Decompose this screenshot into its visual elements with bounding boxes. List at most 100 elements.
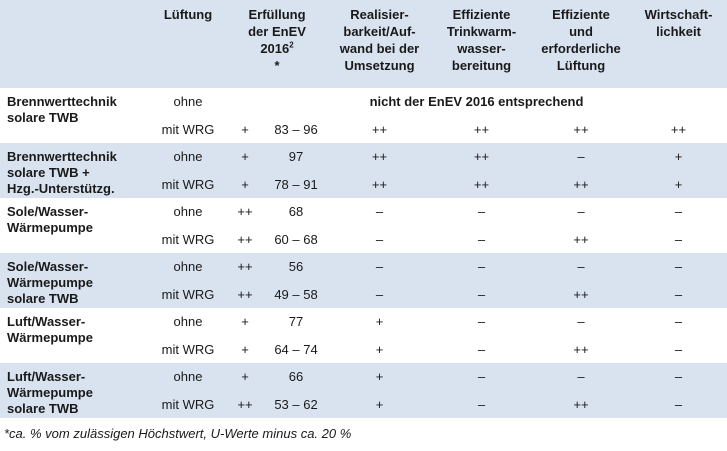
table-footnote: *ca. % vom zulässigen Höchstwert, U-Wert… [4,426,352,441]
cell-trinkwarmwasser: – [477,259,486,275]
cell-wirtschaftlichkeit: – [674,204,683,220]
system-name: Brennwerttechnik solare TWB + Hzg.-Unter… [7,149,117,196]
cell-effiziente-lueftung: – [577,259,585,275]
cell-wirtschaftlichkeit: – [674,396,683,412]
cell-effiziente-lueftung: – [577,149,585,165]
cell-lueftung: ohne [173,94,203,110]
cell-lueftung: mit WRG [161,176,215,192]
cell-erfuellung-symbol: + [241,314,249,330]
cell-trinkwarmwasser: – [477,369,486,385]
cell-lueftung: mit WRG [161,396,215,412]
cell-lueftung: mit WRG [161,231,215,247]
table-row: Luft/Wasser- Wärmepumpe ohne + 77 + – – … [0,308,727,345]
cell-erfuellung-percent: 66 [288,369,304,385]
table-row: Brennwerttechnik solare TWB + Hzg.-Unter… [0,143,727,196]
cell-erfuellung-symbol: + [241,369,249,385]
cell-trinkwarmwasser: – [477,314,486,330]
system-name: Luft/Wasser- Wärmepumpe solare TWB [7,369,93,416]
cell-effiziente-lueftung: – [577,369,585,385]
cell-erfuellung-percent: 49 – 58 [274,286,318,302]
table-row: Brennwerttechnik solare TWB ohne nicht d… [0,88,727,125]
header-wirtschaftlichkeit: Wirtschaft- lichkeit [644,7,713,39]
comparison-table: Lüftung Erfüllung der EnEV 20162 * Reali… [0,0,727,418]
cell-lueftung: mit WRG [161,121,215,137]
cell-trinkwarmwasser: – [477,231,486,247]
header-effiziente-lueftung: Effiziente und erforderliche Lüftung [541,7,621,73]
cell-erfuellung-symbol: ++ [237,396,253,412]
cell-erfuellung-percent: 53 – 62 [274,396,318,412]
cell-effiziente-lueftung: ++ [573,396,589,412]
cell-erfuellung-percent: 68 [288,204,304,220]
cell-realisierbarkeit: + [375,396,384,412]
header-realisierbarkeit: Realisier- barkeit/Auf- wand bei der Ums… [339,7,420,73]
cell-erfuellung-percent: 60 – 68 [274,231,318,247]
cell-erfuellung-symbol: + [241,176,249,192]
cell-wirtschaftlichkeit: – [674,259,683,275]
cell-note: nicht der EnEV 2016 entsprechend [369,94,584,110]
cell-lueftung: ohne [173,369,203,385]
cell-lueftung: ohne [173,314,203,330]
system-name: Luft/Wasser- Wärmepumpe [7,314,93,345]
cell-effiziente-lueftung: ++ [573,176,589,192]
system-name: Brennwerttechnik solare TWB [7,94,117,125]
table-row: mit WRG + 64 – 74 + – ++ – [0,336,727,364]
system-name: Sole/Wasser- Wärmepumpe [7,204,93,235]
cell-trinkwarmwasser: – [477,204,486,220]
system-name: Sole/Wasser- Wärmepumpe solare TWB [7,259,93,306]
cell-trinkwarmwasser: ++ [473,121,490,137]
cell-lueftung: mit WRG [161,286,215,302]
cell-erfuellung-percent: 83 – 96 [274,121,318,137]
cell-effiziente-lueftung: – [577,204,585,220]
header-erfuellung: Erfüllung der EnEV 20162 * [248,7,306,73]
cell-erfuellung-symbol: ++ [237,286,253,302]
cell-erfuellung-percent: 64 – 74 [274,341,318,357]
cell-trinkwarmwasser: ++ [473,176,490,192]
cell-trinkwarmwasser: – [477,286,486,302]
cell-erfuellung-symbol: + [241,149,249,165]
table-row: Luft/Wasser- Wärmepumpe solare TWB ohne … [0,363,727,416]
cell-trinkwarmwasser: – [477,396,486,412]
table-row: Sole/Wasser- Wärmepumpe ohne ++ 68 – – –… [0,198,727,235]
cell-realisierbarkeit: – [375,231,384,247]
cell-lueftung: ohne [173,204,203,220]
cell-realisierbarkeit: + [375,314,384,330]
header-system [0,0,150,88]
header-trinkwarmwasser: Effiziente Trinkwarm- wasser- bereitung [446,7,517,73]
cell-erfuellung-percent: 56 [288,259,304,275]
cell-wirtschaftlichkeit: ++ [670,121,687,137]
cell-wirtschaftlichkeit: + [674,149,683,165]
cell-realisierbarkeit: + [375,341,384,357]
table-row: Sole/Wasser- Wärmepumpe solare TWB ohne … [0,253,727,306]
cell-realisierbarkeit: ++ [371,149,388,165]
table-row: mit WRG + 83 – 96 ++ ++ ++ ++ [0,116,727,144]
cell-erfuellung-symbol: ++ [237,204,253,220]
cell-wirtschaftlichkeit: – [674,314,683,330]
cell-lueftung: mit WRG [161,341,215,357]
table-header-row: Lüftung Erfüllung der EnEV 20162 * Reali… [0,0,727,88]
cell-realisierbarkeit: – [375,204,384,220]
cell-lueftung: ohne [173,259,203,275]
cell-erfuellung-symbol: + [241,341,249,357]
table-row: mit WRG ++ 60 – 68 – – ++ – [0,226,727,254]
cell-trinkwarmwasser: ++ [473,149,490,165]
cell-erfuellung-percent: 77 [288,314,304,330]
cell-erfuellung-percent: 97 [288,149,304,165]
cell-effiziente-lueftung: ++ [573,286,589,302]
cell-realisierbarkeit: – [375,259,384,275]
cell-erfuellung-symbol: ++ [237,231,253,247]
cell-wirtschaftlichkeit: – [674,341,683,357]
cell-erfuellung-symbol: + [241,121,249,137]
cell-effiziente-lueftung: – [577,314,585,330]
cell-wirtschaftlichkeit: – [674,286,683,302]
cell-realisierbarkeit: ++ [371,176,388,192]
header-lueftung: Lüftung [163,7,213,22]
cell-realisierbarkeit: + [375,369,384,385]
cell-wirtschaftlichkeit: – [674,369,683,385]
cell-wirtschaftlichkeit: – [674,231,683,247]
cell-effiziente-lueftung: ++ [573,341,589,357]
cell-realisierbarkeit: ++ [371,121,388,137]
cell-effiziente-lueftung: ++ [573,121,589,137]
cell-realisierbarkeit: – [375,286,384,302]
cell-erfuellung-symbol: ++ [237,259,253,275]
